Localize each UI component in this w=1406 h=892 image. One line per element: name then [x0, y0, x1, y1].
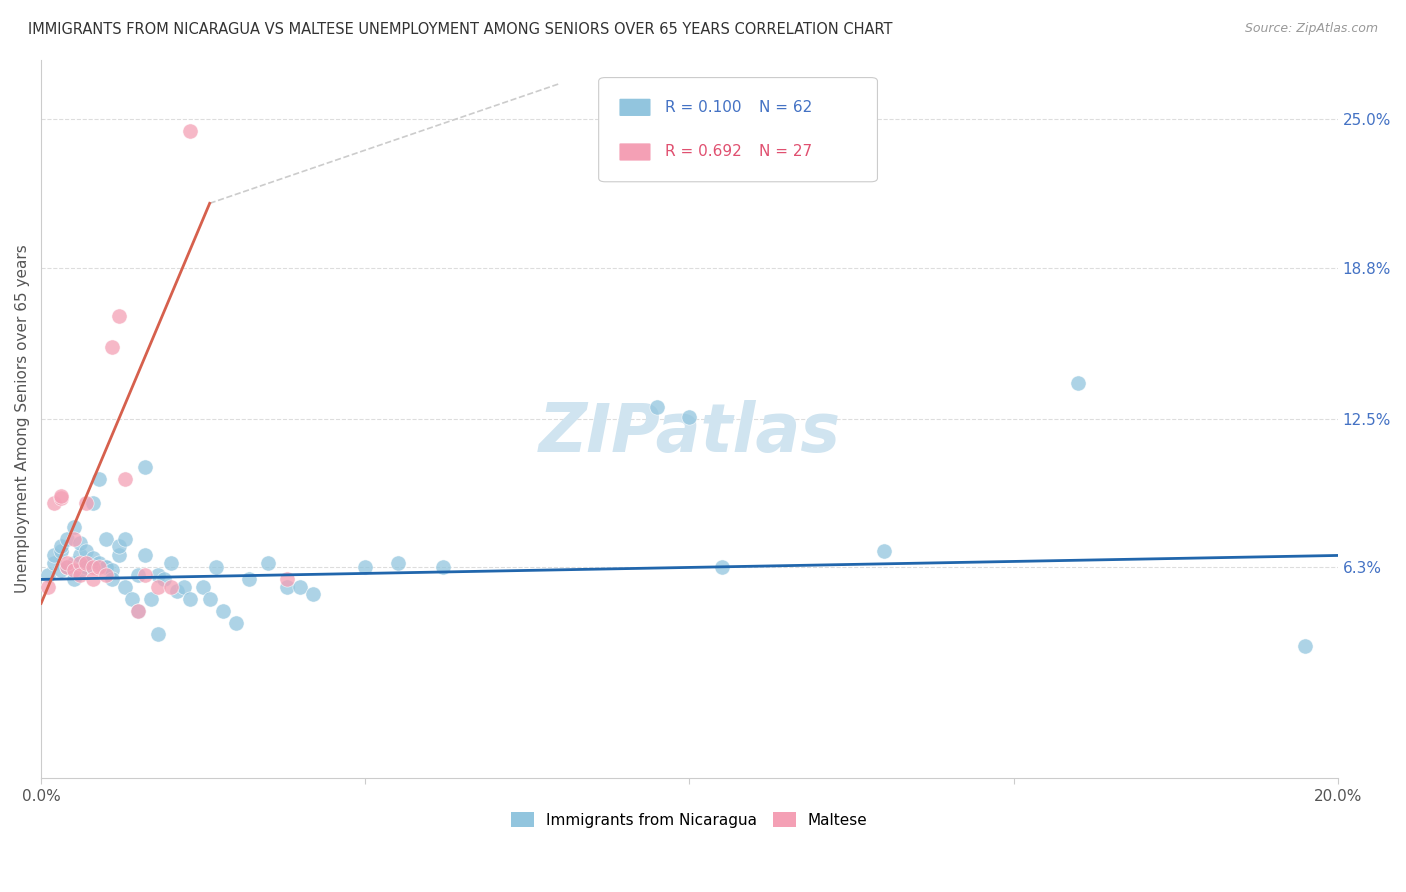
Point [1294, 640, 1316, 654]
Point [146, 580, 169, 594]
Point [141, 591, 163, 606]
Point [225, 615, 247, 630]
Point [127, 603, 149, 617]
Point [56, 556, 79, 570]
Point [257, 556, 280, 570]
Text: R = 0.692: R = 0.692 [665, 145, 741, 160]
Point [76, 543, 98, 558]
Point [94, 532, 117, 546]
Point [873, 543, 896, 558]
Point [56, 532, 79, 546]
Point [94, 560, 117, 574]
Point [121, 591, 143, 606]
FancyBboxPatch shape [620, 99, 651, 116]
Point [127, 603, 149, 617]
Point [108, 539, 131, 553]
Point [76, 556, 98, 570]
Point [49, 543, 72, 558]
Point [56, 560, 79, 574]
Point [56, 560, 79, 574]
Text: N = 62: N = 62 [759, 100, 813, 115]
Point [678, 409, 700, 424]
Point [62, 519, 84, 533]
Point [76, 496, 98, 510]
Point [179, 591, 201, 606]
Point [42, 496, 65, 510]
Point [159, 556, 181, 570]
Point [82, 560, 104, 574]
Point [89, 472, 111, 486]
Point [69, 549, 91, 563]
Point [49, 563, 72, 577]
Point [62, 556, 84, 570]
Point [42, 549, 65, 563]
Point [127, 567, 149, 582]
Point [49, 539, 72, 553]
Point [69, 556, 91, 570]
Text: Source: ZipAtlas.com: Source: ZipAtlas.com [1244, 22, 1378, 36]
Point [94, 567, 117, 582]
Point [1067, 376, 1090, 390]
Text: N = 27: N = 27 [759, 145, 813, 160]
Point [76, 556, 98, 570]
Point [82, 573, 104, 587]
Point [69, 567, 91, 582]
Text: IMMIGRANTS FROM NICARAGUA VS MALTESE UNEMPLOYMENT AMONG SENIORS OVER 65 YEARS CO: IMMIGRANTS FROM NICARAGUA VS MALTESE UNE… [28, 22, 893, 37]
Point [276, 573, 298, 587]
Point [89, 556, 111, 570]
Point [146, 567, 169, 582]
Point [179, 124, 201, 138]
Y-axis label: Unemployment Among Seniors over 65 years: Unemployment Among Seniors over 65 years [15, 244, 30, 593]
Point [94, 560, 117, 574]
Point [134, 549, 156, 563]
Point [290, 580, 312, 594]
Point [108, 309, 131, 323]
FancyBboxPatch shape [599, 78, 877, 182]
Point [89, 560, 111, 574]
Point [69, 536, 91, 550]
Point [42, 556, 65, 570]
Point [108, 549, 131, 563]
Point [159, 580, 181, 594]
Point [62, 563, 84, 577]
Text: ZIPatlas: ZIPatlas [538, 401, 841, 467]
Point [173, 580, 195, 594]
Legend: Immigrants from Nicaragua, Maltese: Immigrants from Nicaragua, Maltese [503, 804, 875, 835]
Point [166, 584, 188, 599]
Point [710, 560, 733, 574]
Point [193, 580, 215, 594]
Point [354, 560, 377, 574]
Point [69, 563, 91, 577]
Point [645, 400, 668, 414]
Point [114, 580, 136, 594]
Point [238, 573, 260, 587]
Point [302, 587, 325, 601]
Point [76, 560, 98, 574]
Point [101, 563, 124, 577]
Point [205, 560, 228, 574]
Point [198, 591, 221, 606]
Point [146, 627, 169, 641]
Point [387, 556, 409, 570]
Point [62, 532, 84, 546]
Point [101, 573, 124, 587]
Point [153, 573, 176, 587]
Point [276, 580, 298, 594]
FancyBboxPatch shape [620, 144, 651, 161]
Point [211, 603, 233, 617]
Point [114, 532, 136, 546]
Point [82, 496, 104, 510]
Point [37, 567, 59, 582]
Point [62, 573, 84, 587]
Point [134, 459, 156, 474]
Point [82, 550, 104, 565]
Text: R = 0.100: R = 0.100 [665, 100, 741, 115]
Point [49, 489, 72, 503]
Point [432, 560, 454, 574]
Point [49, 491, 72, 505]
Point [134, 567, 156, 582]
Point [37, 580, 59, 594]
Point [114, 472, 136, 486]
Point [101, 340, 124, 354]
